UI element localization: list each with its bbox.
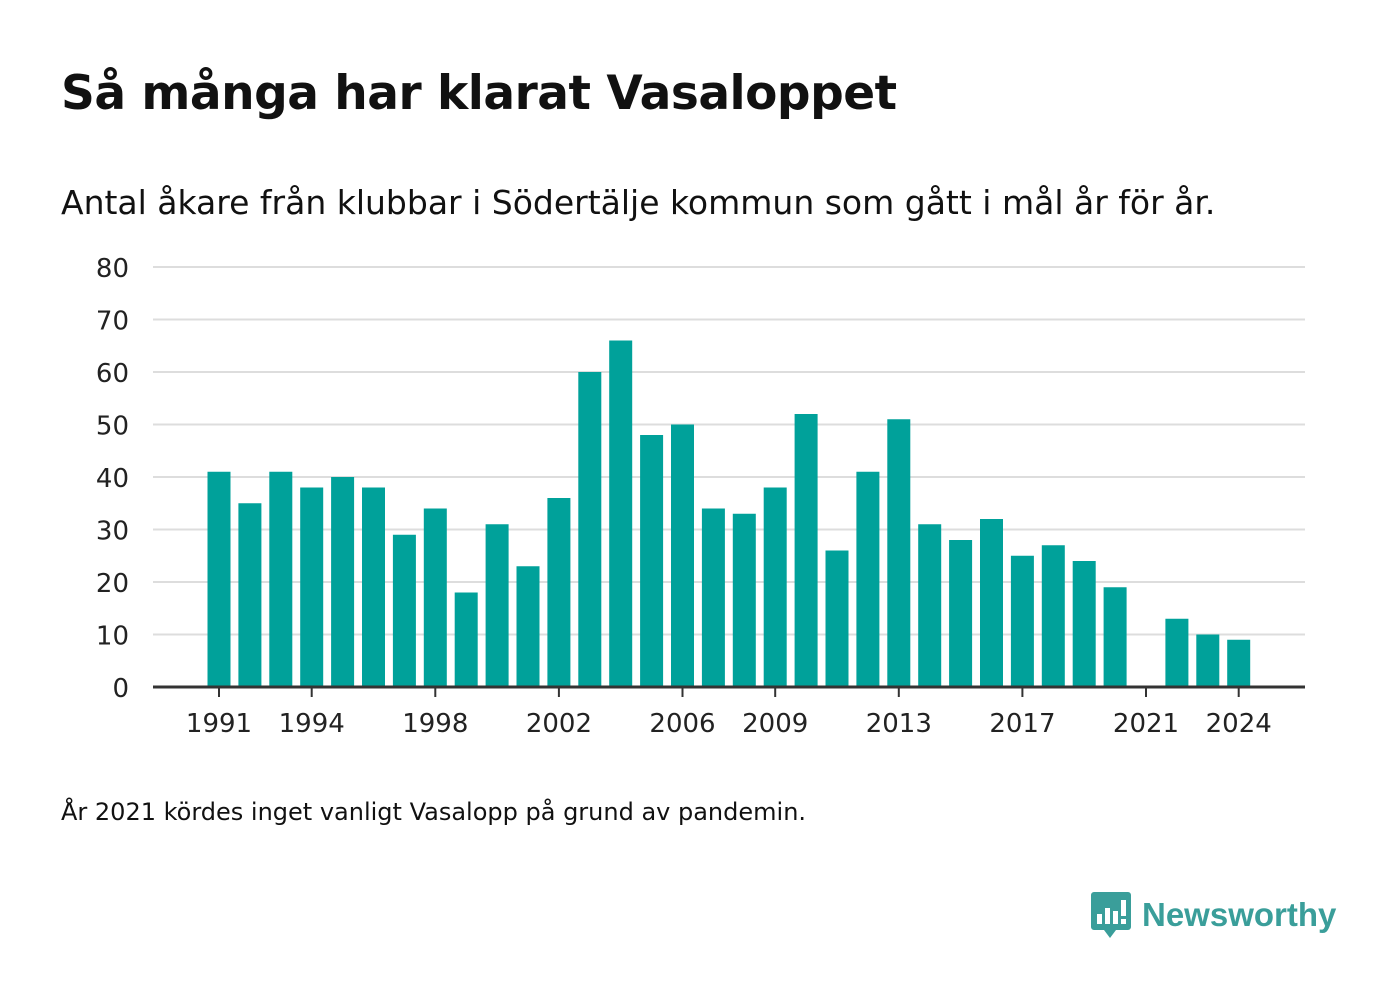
footnote: År 2021 kördes inget vanligt Vasalopp på… [61,798,807,826]
x-tick-label: 2013 [866,709,932,739]
x-tick-label: 1991 [186,709,252,739]
x-tick-label: 2017 [989,709,1055,739]
bar-2002 [547,498,571,687]
bar-1995 [331,477,355,687]
bar-1998 [423,508,447,687]
bar-2011 [825,550,849,687]
bar-2010 [794,414,818,687]
bar-2013 [887,419,911,687]
brand-logo: Newsworthy [1090,890,1336,940]
bar-2008 [732,513,756,687]
bar-1994 [300,487,324,687]
x-tick-label: 2021 [1113,709,1179,739]
y-tick-label: 60 [96,359,129,389]
y-tick-label: 40 [96,464,129,494]
bar-2019 [1072,561,1096,687]
bar-chart: 0 10 20 30 40 50 60 70 80 1991 1994 1998 2002 2006 200… [96,254,1305,739]
bar-1992 [238,503,262,687]
bar-2016 [980,519,1003,687]
y-tick-label: 0 [112,674,129,704]
y-tick-label: 50 [96,412,129,442]
bar-2014 [918,524,942,687]
bar-2009 [763,487,787,687]
x-tick-label: 1994 [279,709,345,739]
x-tick-label: 1998 [402,709,468,739]
bar-2007 [701,508,725,687]
y-tick-label: 70 [96,307,129,337]
bar-1997 [392,534,416,687]
y-tick-label: 20 [96,569,129,599]
y-tick-label: 10 [96,622,129,652]
bar-2001 [516,566,540,687]
bar-2017 [1010,555,1034,687]
bar-1993 [269,471,293,687]
y-tick-label: 30 [96,517,129,547]
bar-2022 [1165,618,1189,687]
bar-1999 [454,592,478,687]
bar-1991 [207,471,231,687]
brand-name: Newsworthy [1142,896,1337,933]
bar-2024 [1227,639,1251,687]
chart-title: Så många har klarat Vasaloppet [61,66,897,121]
bar-2020 [1103,587,1127,687]
bar-2023 [1196,634,1220,687]
bar-1996 [362,487,385,687]
bar-2005 [640,435,664,687]
bar-2004 [609,340,633,687]
y-tick-label: 80 [96,254,129,284]
x-tick-label: 2009 [742,709,808,739]
x-tick-label: 2002 [526,709,592,739]
chart-subtitle: Antal åkare från klubbar i Södertälje ko… [61,183,1216,222]
x-tick-label: 2006 [649,709,715,739]
bar-chart-speech-icon [1091,892,1131,938]
bar-2018 [1041,545,1065,687]
x-tick-label: 2024 [1206,709,1272,739]
bar-2012 [856,471,880,687]
bar-2006 [671,424,694,687]
bar-2015 [949,540,973,687]
bar-2000 [485,524,509,687]
bar-2003 [578,372,602,687]
